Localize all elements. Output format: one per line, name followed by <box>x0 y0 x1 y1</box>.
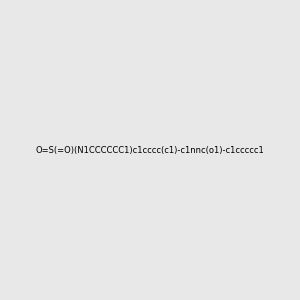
Text: O=S(=O)(N1CCCCCC1)c1cccc(c1)-c1nnc(o1)-c1ccccc1: O=S(=O)(N1CCCCCC1)c1cccc(c1)-c1nnc(o1)-c… <box>36 146 264 154</box>
